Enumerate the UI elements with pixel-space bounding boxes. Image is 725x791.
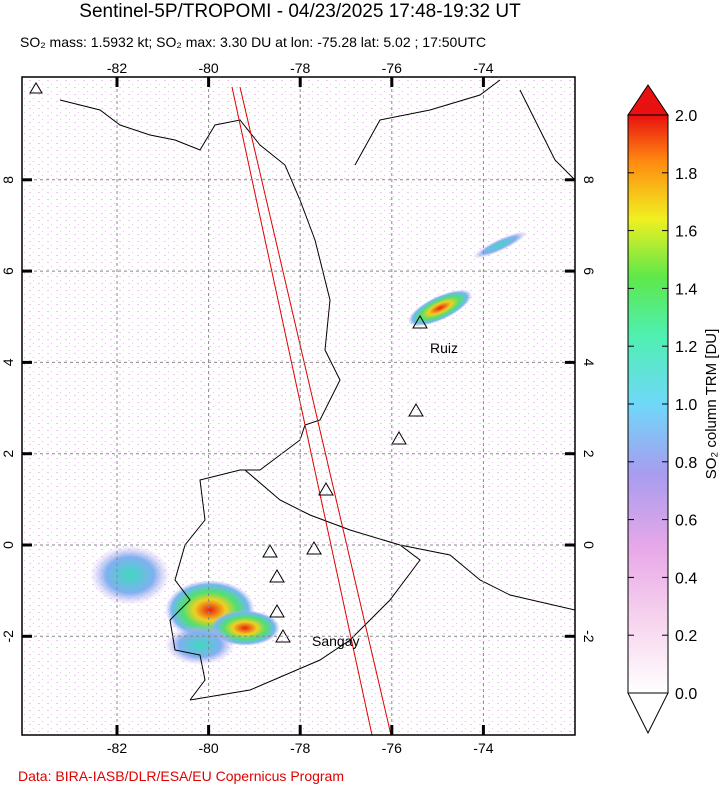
y-tick-label: 0 — [0, 541, 16, 549]
volcano-label: Sangay — [312, 633, 359, 649]
colorbar-tick-label: 0.6 — [675, 513, 697, 530]
x-tick-label: -80 — [198, 740, 218, 756]
y-tick-label: 2 — [581, 450, 597, 458]
colorbar-label: SO₂ column TRM [DU] — [703, 329, 720, 480]
x-tick-label: -80 — [198, 60, 218, 76]
x-tick-label: -74 — [473, 60, 493, 76]
y-tick-label: 4 — [0, 358, 16, 366]
y-tick-label: 6 — [0, 267, 16, 275]
colorbar-tick-label: 0.4 — [675, 570, 697, 587]
colorbar-min-arrow — [627, 692, 669, 735]
colorbar-tick-label: 1.2 — [675, 339, 697, 356]
colorbar-tick-label: 1.8 — [675, 166, 697, 183]
x-tick-label: -82 — [107, 60, 127, 76]
x-tick-label: -78 — [290, 740, 310, 756]
x-tick-label: -82 — [107, 740, 127, 756]
colorbar-tick-label: 0.8 — [675, 455, 697, 472]
y-tick-label: 8 — [0, 176, 16, 184]
y-tick-label: -2 — [581, 630, 597, 643]
subtitle: SO₂ mass: 1.5932 kt; SO₂ max: 3.30 DU at… — [20, 34, 486, 50]
y-tick-label: -2 — [0, 630, 16, 643]
colorbar-tick-label: 1.6 — [675, 224, 697, 241]
map-frame — [21, 76, 576, 736]
x-tick-label: -76 — [382, 60, 402, 76]
y-tick-label: 4 — [581, 359, 597, 367]
x-tick-label: -74 — [473, 740, 493, 756]
colorbar-max-arrow — [627, 84, 669, 116]
y-tick-label: 2 — [0, 450, 16, 458]
map-area — [22, 77, 575, 735]
colorbar-ticks: 0.0 0.2 0.4 0.6 0.8 1.0 1.2 1.4 1.6 1.8 2.0 — [628, 108, 697, 703]
volcano-label: Ruiz — [430, 340, 458, 356]
axes: -82 -82 -80 -80 -78 -78 -76 -76 -74 -74 -2 -2 0 0 2 2 4 4… — [0, 60, 597, 756]
colorbar-tick-label: 0.2 — [675, 628, 697, 645]
colorbar-tick-label: 1.0 — [675, 397, 697, 414]
title: Sentinel-5P/TROPOMI - 04/23/2025 17:48-1… — [79, 1, 521, 22]
colorbar-tick-label: 1.4 — [675, 281, 697, 298]
colorbar — [627, 114, 669, 694]
x-tick-label: -76 — [382, 740, 402, 756]
credit: Data: BIRA-IASB/DLR/ESA/EU Copernicus Pr… — [18, 768, 344, 784]
colorbar-tick-label: 0.0 — [675, 686, 697, 703]
y-tick-label: 0 — [581, 541, 597, 549]
colorbar-tick-label: 2.0 — [675, 108, 697, 125]
y-tick-label: 6 — [581, 267, 597, 275]
x-tick-label: -78 — [290, 60, 310, 76]
y-tick-label: 8 — [581, 176, 597, 184]
